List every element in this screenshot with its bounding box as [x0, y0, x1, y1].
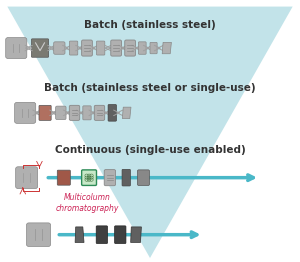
- Text: Batch (stainless steel or single-use): Batch (stainless steel or single-use): [44, 83, 256, 93]
- FancyBboxPatch shape: [39, 105, 51, 120]
- FancyBboxPatch shape: [26, 223, 51, 247]
- FancyBboxPatch shape: [94, 105, 105, 120]
- Polygon shape: [131, 227, 141, 242]
- FancyBboxPatch shape: [15, 102, 36, 123]
- FancyBboxPatch shape: [115, 226, 126, 243]
- FancyBboxPatch shape: [138, 42, 146, 54]
- FancyBboxPatch shape: [57, 170, 70, 185]
- Text: Continuous (single-use enabled): Continuous (single-use enabled): [55, 145, 245, 155]
- FancyBboxPatch shape: [16, 167, 38, 189]
- Text: Multicolumn
chromatography: Multicolumn chromatography: [56, 193, 119, 213]
- FancyBboxPatch shape: [69, 105, 80, 120]
- FancyBboxPatch shape: [125, 40, 135, 56]
- Polygon shape: [162, 42, 171, 54]
- Text: Batch (stainless steel): Batch (stainless steel): [84, 20, 216, 30]
- FancyBboxPatch shape: [82, 40, 92, 56]
- FancyBboxPatch shape: [104, 170, 116, 186]
- FancyBboxPatch shape: [137, 170, 149, 185]
- Polygon shape: [75, 227, 84, 242]
- FancyBboxPatch shape: [97, 41, 105, 55]
- FancyBboxPatch shape: [56, 106, 66, 119]
- FancyBboxPatch shape: [108, 105, 116, 121]
- FancyBboxPatch shape: [96, 226, 107, 243]
- FancyBboxPatch shape: [54, 42, 65, 54]
- FancyBboxPatch shape: [83, 106, 91, 120]
- Polygon shape: [7, 7, 293, 258]
- Polygon shape: [122, 107, 131, 119]
- FancyBboxPatch shape: [111, 40, 122, 56]
- FancyBboxPatch shape: [70, 41, 78, 55]
- FancyBboxPatch shape: [32, 39, 49, 57]
- FancyBboxPatch shape: [82, 170, 97, 185]
- FancyBboxPatch shape: [6, 37, 27, 58]
- FancyBboxPatch shape: [122, 169, 130, 186]
- FancyBboxPatch shape: [150, 42, 157, 54]
